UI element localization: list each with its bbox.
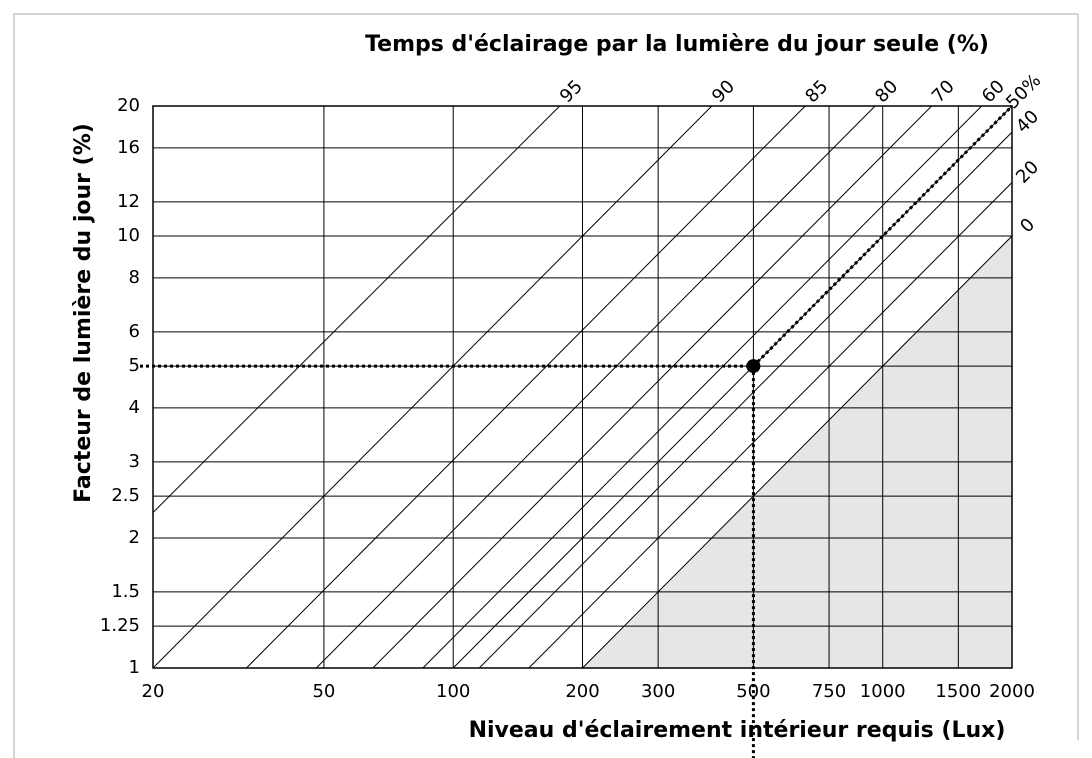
x-tick-label: 1000 <box>860 681 906 702</box>
y-tick-label: 16 <box>117 137 140 158</box>
example-point <box>746 359 761 374</box>
diagonal-line <box>153 106 713 668</box>
x-tick-label: 300 <box>641 681 675 702</box>
line-label: 20 <box>1012 157 1043 188</box>
guide-diagonal <box>752 104 1014 368</box>
x-tick-label: 2000 <box>989 681 1035 702</box>
y-tick-label: 10 <box>117 225 140 246</box>
x-tick-label: 750 <box>812 681 846 702</box>
y-tick-label: 8 <box>129 267 140 288</box>
y-tick-label: 2 <box>129 527 140 548</box>
line-label: 90 <box>708 76 739 107</box>
x-tick-label: 20 <box>142 681 165 702</box>
line-label: 70 <box>928 76 959 107</box>
line-label: 85 <box>801 76 832 107</box>
diagonal-line <box>582 235 1012 668</box>
x-tick-label: 50 <box>312 681 335 702</box>
y-tick-label: 1 <box>129 657 140 678</box>
y-tick-label: 1.25 <box>100 615 140 636</box>
y-tick-label: 1.5 <box>111 581 140 602</box>
diagonal-line <box>528 182 1012 668</box>
y-axis-title: Facteur de lumière du jour (%) <box>71 123 96 503</box>
y-tick-label: 4 <box>129 397 140 418</box>
y-tick-label: 12 <box>117 191 140 212</box>
diagonal-line <box>478 131 1012 668</box>
plot-area <box>153 106 1012 668</box>
y-tick-label: 5 <box>129 355 140 376</box>
frame <box>13 13 1079 758</box>
y-tick-label: 6 <box>129 321 140 342</box>
line-label: 80 <box>871 76 902 107</box>
chart-title: Temps d'éclairage par la lumière du jour… <box>365 32 989 57</box>
x-tick-label: 200 <box>565 681 599 702</box>
x-tick-label: 1500 <box>935 681 981 702</box>
x-axis-title: Niveau d'éclairement intérieur requis (L… <box>469 718 1006 743</box>
diagonal-line <box>422 106 983 668</box>
plot-border <box>152 105 1013 669</box>
diagonal-line <box>315 106 876 668</box>
y-tick-label: 3 <box>129 451 140 472</box>
diagonal-line <box>246 106 806 668</box>
x-tick-label: 100 <box>436 681 470 702</box>
diagonal-line <box>153 106 561 513</box>
y-tick-label: 2.5 <box>111 485 140 506</box>
line-label: 95 <box>556 76 587 107</box>
diagonal-line <box>372 106 933 668</box>
y-tick-label: 20 <box>117 95 140 116</box>
line-label: 0 <box>1016 214 1039 237</box>
line-label: 60 <box>978 76 1009 107</box>
